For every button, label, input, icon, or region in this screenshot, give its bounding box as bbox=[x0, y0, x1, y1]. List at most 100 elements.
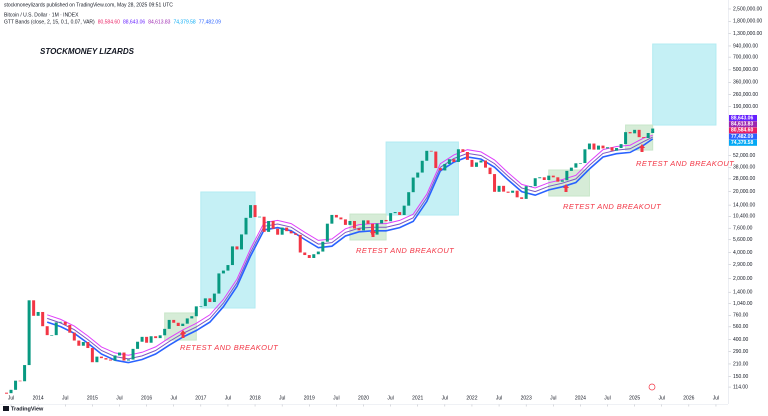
candle bbox=[520, 197, 524, 199]
candle bbox=[289, 231, 293, 234]
candle bbox=[258, 216, 262, 218]
candle bbox=[140, 336, 144, 342]
candle bbox=[398, 212, 402, 215]
candle bbox=[542, 177, 546, 180]
candle bbox=[54, 322, 58, 336]
x-tick-label: 2025 bbox=[629, 395, 640, 401]
candle bbox=[633, 129, 637, 134]
candle bbox=[352, 220, 356, 229]
y-tick-label: 1,040.00 bbox=[733, 301, 753, 307]
y-tick-label: 14,000.00 bbox=[733, 202, 755, 208]
y-tick-label: 940,000.00 bbox=[733, 43, 758, 49]
candle bbox=[190, 316, 194, 319]
candle bbox=[176, 322, 180, 326]
candle bbox=[108, 359, 112, 361]
candle bbox=[298, 234, 302, 253]
candle bbox=[565, 170, 569, 181]
gtt-band bbox=[46, 138, 654, 364]
candle bbox=[619, 144, 623, 149]
candle bbox=[502, 185, 506, 192]
candle bbox=[239, 234, 243, 250]
candle bbox=[596, 145, 600, 150]
candle bbox=[615, 148, 619, 151]
candle bbox=[493, 174, 497, 192]
x-tick-label: 2017 bbox=[195, 395, 206, 401]
candle bbox=[154, 336, 158, 339]
candle bbox=[235, 246, 239, 250]
candle bbox=[9, 389, 13, 394]
candle bbox=[443, 164, 447, 171]
candle bbox=[380, 219, 384, 224]
annotation: RETEST AND BREAKOUT bbox=[356, 246, 455, 255]
candle bbox=[14, 380, 18, 390]
candle bbox=[45, 326, 49, 336]
indicator-value: 88,643.06 bbox=[123, 19, 145, 25]
x-tick-label: 2015 bbox=[87, 395, 98, 401]
x-tick-label: Jul bbox=[8, 395, 14, 401]
x-tick-label: Jul bbox=[659, 395, 665, 401]
x-tick-label: 2019 bbox=[304, 395, 315, 401]
candle bbox=[452, 159, 456, 162]
candle bbox=[249, 205, 253, 218]
candle bbox=[371, 223, 375, 235]
y-tick-label: 2,900.00 bbox=[733, 262, 753, 268]
candle bbox=[280, 227, 284, 235]
candle bbox=[524, 186, 528, 199]
y-tick-label: 52,000.00 bbox=[733, 153, 755, 159]
candle bbox=[642, 137, 646, 139]
candle bbox=[307, 255, 311, 258]
x-tick-label: 2018 bbox=[249, 395, 260, 401]
candle bbox=[429, 150, 433, 152]
x-tick-label: Jul bbox=[225, 395, 231, 401]
candle bbox=[90, 348, 94, 363]
candle bbox=[488, 167, 492, 175]
y-tick-label: 114.00 bbox=[733, 384, 748, 390]
arrow bbox=[639, 144, 645, 152]
candle bbox=[167, 319, 171, 329]
boxes bbox=[164, 43, 717, 341]
logo-mark bbox=[3, 406, 9, 411]
candle bbox=[375, 223, 379, 235]
candle bbox=[497, 185, 501, 192]
candle bbox=[212, 293, 216, 303]
price-badge-label: 88,643.06 bbox=[731, 115, 753, 121]
candle bbox=[104, 358, 108, 360]
candle bbox=[276, 228, 280, 235]
candle bbox=[199, 306, 203, 307]
x-tick-label: Jul bbox=[171, 395, 177, 401]
candle bbox=[312, 254, 316, 258]
candle bbox=[411, 177, 415, 193]
candle bbox=[50, 335, 54, 336]
plot bbox=[5, 128, 655, 394]
candle bbox=[330, 214, 334, 224]
y-tick-label: 260,000.00 bbox=[733, 92, 758, 98]
arrow bbox=[563, 184, 569, 192]
logo: TradingView bbox=[11, 406, 44, 412]
candle bbox=[253, 205, 257, 218]
y-tick-label: 38,000.00 bbox=[733, 165, 755, 171]
arrow bbox=[370, 229, 376, 237]
candle bbox=[262, 216, 266, 232]
x-tick-label: Jul bbox=[387, 395, 393, 401]
candle bbox=[438, 168, 442, 171]
x-tick-label: Jul bbox=[442, 395, 448, 401]
candle bbox=[637, 129, 641, 138]
candle bbox=[456, 149, 460, 162]
candle bbox=[538, 177, 542, 179]
candle bbox=[339, 217, 343, 220]
x-tick-label: Jul bbox=[116, 395, 122, 401]
candle bbox=[384, 219, 388, 222]
price-badge bbox=[729, 133, 757, 140]
candle bbox=[271, 220, 275, 229]
candle bbox=[36, 311, 40, 316]
candle bbox=[587, 143, 591, 150]
zone-box bbox=[652, 43, 717, 126]
y-tick-label: 4,000.00 bbox=[733, 250, 753, 256]
y-tick-label: 10,400.00 bbox=[733, 214, 755, 220]
candle bbox=[474, 162, 478, 167]
candle bbox=[149, 336, 153, 343]
y-tick-label: 28,000.00 bbox=[733, 176, 755, 182]
candle bbox=[434, 151, 438, 169]
